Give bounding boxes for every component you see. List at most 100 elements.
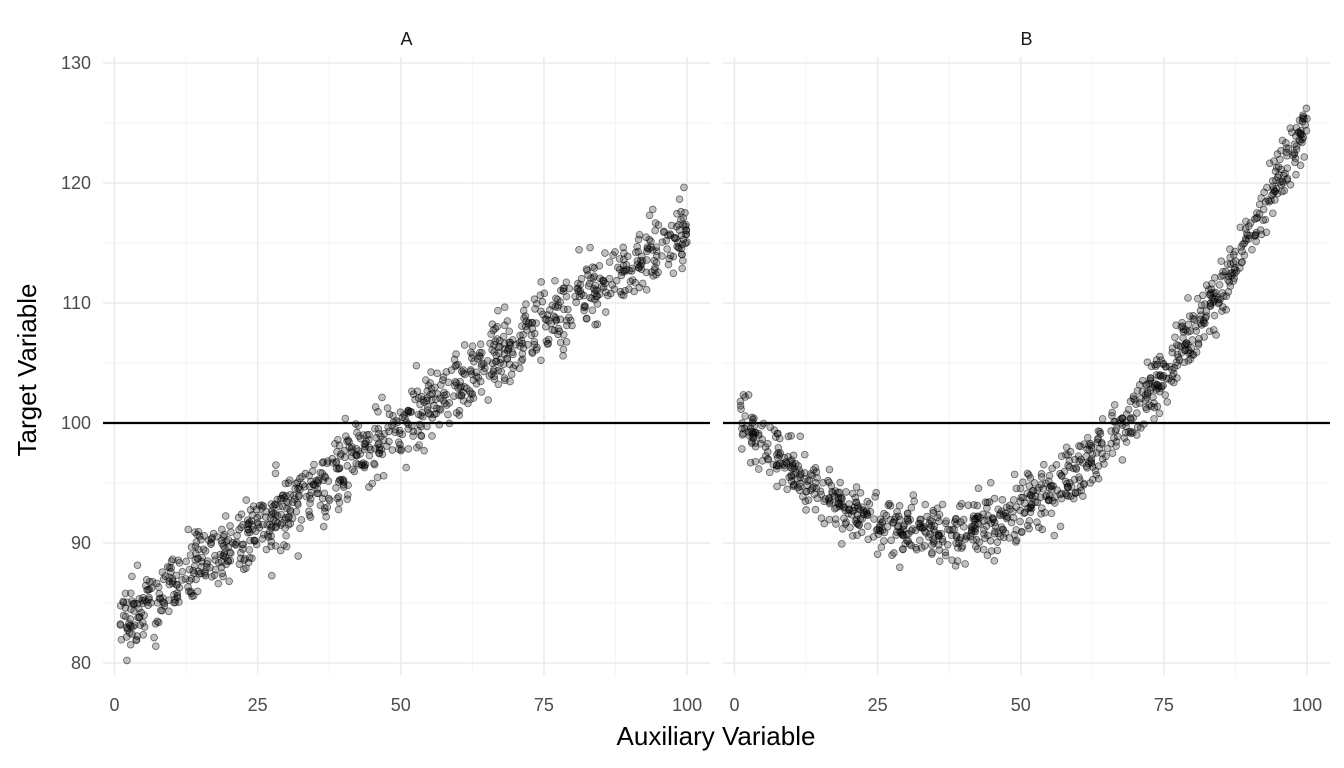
data-point <box>254 520 263 529</box>
data-point <box>912 545 921 554</box>
data-point <box>1150 403 1159 412</box>
data-point <box>1094 427 1103 435</box>
data-point <box>1264 196 1273 204</box>
data-point <box>352 459 361 468</box>
data-point <box>1086 479 1095 487</box>
data-point <box>1300 115 1308 123</box>
data-point <box>121 589 130 598</box>
data-point <box>455 391 463 400</box>
data-point <box>783 459 791 468</box>
data-point <box>221 512 230 520</box>
data-point <box>846 523 854 532</box>
data-point <box>1020 499 1029 508</box>
data-point <box>1053 486 1061 494</box>
data-point <box>1210 311 1219 320</box>
data-point <box>468 342 477 350</box>
data-point <box>1077 442 1085 451</box>
data-point <box>533 343 541 352</box>
data-point <box>974 519 982 528</box>
data-point <box>305 511 314 519</box>
data-point <box>670 234 679 243</box>
data-point <box>1005 534 1014 542</box>
data-point <box>584 271 592 279</box>
data-point <box>788 461 797 470</box>
facet-label: B <box>1020 29 1032 49</box>
data-point <box>568 321 576 330</box>
data-point <box>679 214 688 222</box>
data-point <box>1057 452 1066 461</box>
data-point <box>1231 247 1239 256</box>
data-point <box>551 276 559 285</box>
data-point <box>933 504 942 513</box>
data-point <box>981 534 989 542</box>
data-point <box>519 306 528 315</box>
data-point <box>1253 213 1262 222</box>
data-point <box>863 497 872 506</box>
data-point <box>313 489 321 498</box>
data-point <box>244 519 253 528</box>
data-point <box>193 587 202 596</box>
data-point <box>299 480 307 489</box>
data-point <box>261 513 270 521</box>
data-point <box>571 292 579 301</box>
data-point <box>677 250 686 259</box>
data-point <box>589 284 598 293</box>
data-point <box>899 525 908 534</box>
data-point <box>801 474 809 483</box>
data-point <box>305 471 313 480</box>
data-point <box>1168 365 1176 374</box>
data-point <box>204 536 213 544</box>
data-point <box>484 396 492 404</box>
data-point <box>930 539 938 547</box>
data-point <box>1199 291 1207 300</box>
data-point <box>1110 401 1119 409</box>
data-point <box>788 464 796 473</box>
data-point <box>648 246 657 254</box>
data-point <box>789 451 798 460</box>
data-point <box>1142 403 1150 412</box>
data-point <box>140 623 149 631</box>
data-point <box>623 252 632 261</box>
data-point <box>537 278 545 286</box>
data-point <box>601 308 610 316</box>
data-point <box>504 345 513 353</box>
data-point <box>765 468 774 477</box>
data-point <box>507 370 516 379</box>
data-point <box>553 303 562 311</box>
data-point <box>391 425 400 434</box>
data-point <box>466 366 475 374</box>
data-point <box>347 452 356 461</box>
data-point <box>518 322 526 330</box>
data-point <box>642 286 651 294</box>
data-point <box>643 256 651 264</box>
x-axis-title: Auxiliary Variable <box>617 721 816 751</box>
data-point <box>611 248 619 256</box>
panel-a: A 0 25 50 75 100 80 90 100 110 120 130 <box>61 29 710 715</box>
data-point <box>989 515 997 523</box>
data-point <box>666 251 675 260</box>
data-point <box>402 463 411 472</box>
data-point <box>296 524 304 533</box>
data-point <box>834 499 843 508</box>
data-point <box>121 612 130 621</box>
data-point <box>1009 514 1018 522</box>
data-point <box>1291 154 1300 163</box>
data-point <box>827 481 836 490</box>
data-point <box>754 465 763 473</box>
data-point <box>182 557 190 566</box>
data-point <box>652 270 660 279</box>
data-point <box>1269 209 1277 218</box>
data-point <box>927 517 936 526</box>
data-point <box>144 585 152 594</box>
data-point <box>125 619 133 628</box>
data-point <box>226 522 234 530</box>
data-point <box>845 500 853 508</box>
data-point <box>1257 230 1266 239</box>
data-point <box>241 555 249 563</box>
data-point <box>500 350 509 358</box>
data-point <box>951 518 959 526</box>
data-point <box>1050 531 1059 540</box>
data-point <box>385 437 393 446</box>
data-point <box>652 252 661 260</box>
data-point <box>1241 225 1250 233</box>
